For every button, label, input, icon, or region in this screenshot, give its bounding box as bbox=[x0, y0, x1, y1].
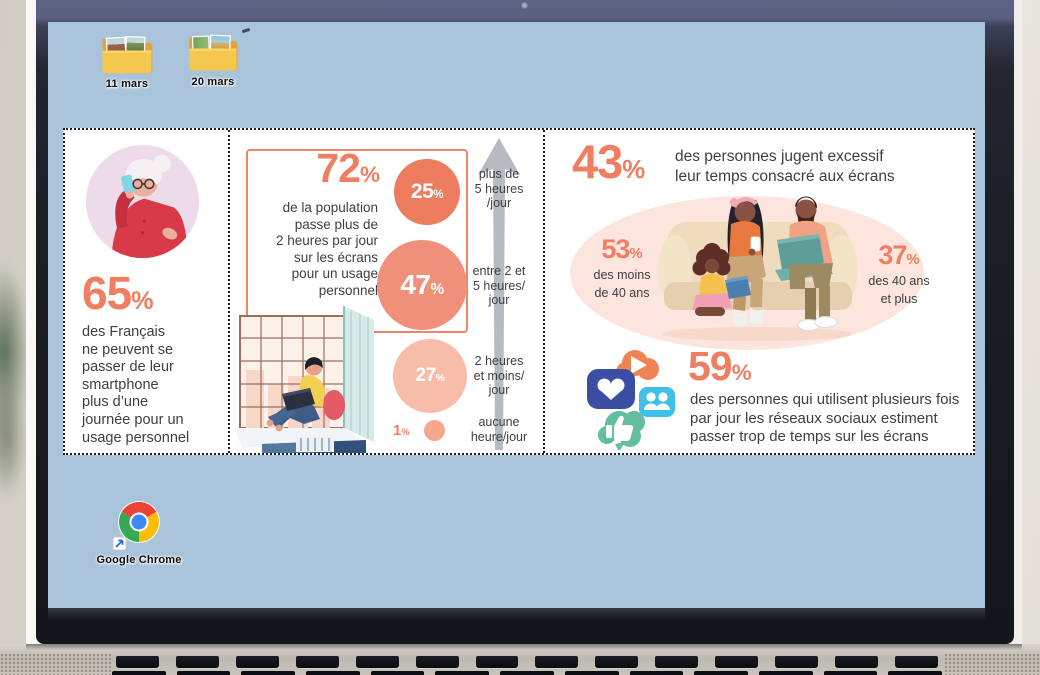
stat-65: 65% bbox=[82, 267, 154, 319]
desktop: 11 mars 20 mars bbox=[48, 22, 985, 608]
stat-72-caption: de la population passe plus de 2 heures … bbox=[275, 200, 378, 298]
daily-screen-time-panel: 72% de la population passe plus de 2 heu… bbox=[228, 130, 543, 453]
stat-43-caption: des personnes jugent excessif leur temps… bbox=[675, 148, 895, 185]
bubble-47: 47% bbox=[377, 240, 467, 330]
folder-icon bbox=[189, 34, 238, 71]
stat-37-block: 37% des 40 ans et plus bbox=[853, 242, 945, 308]
arrow-label-aucune: aucune heure/jour bbox=[470, 415, 528, 444]
elderly-woman-phone-illustration bbox=[85, 144, 200, 259]
chrome-label[interactable]: Google Chrome bbox=[96, 554, 182, 566]
stat-65-caption: des Français ne peuvent se passer de leu… bbox=[82, 324, 190, 446]
social-media-icons bbox=[587, 350, 675, 450]
screen-reflection bbox=[48, 608, 985, 620]
stat-1: 1% bbox=[393, 422, 410, 439]
users-group-icon bbox=[639, 387, 675, 417]
arrow-label-plus-5h: plus de 5 heures /jour bbox=[474, 167, 524, 210]
stat-43: 43% bbox=[572, 135, 646, 188]
smartphone-panel: 65% des Français ne peuvent se passer de… bbox=[65, 130, 228, 453]
speaker-grille-left bbox=[0, 653, 112, 675]
heart-like-icon bbox=[587, 369, 635, 409]
keyboard-function-row bbox=[116, 656, 938, 668]
keyboard-number-row bbox=[112, 671, 942, 675]
person-window-laptop-illustration bbox=[234, 306, 374, 453]
background-plant-blur bbox=[0, 380, 26, 500]
up-arrow-icon bbox=[478, 138, 520, 450]
stat-53: 53% bbox=[601, 234, 643, 264]
stat-72: 72% bbox=[316, 145, 380, 191]
stat-53-block: 53% des moins de 40 ans bbox=[581, 236, 663, 302]
stat-37-caption: des 40 ans et plus bbox=[868, 274, 930, 306]
desktop-folder-20-mars[interactable]: 20 mars bbox=[177, 28, 249, 88]
desktop-folder-11-mars[interactable]: 11 mars bbox=[91, 30, 163, 90]
stat-37: 37% bbox=[878, 240, 920, 270]
shortcut-arrow-badge bbox=[112, 536, 127, 551]
chrome-shortcut[interactable]: Google Chrome bbox=[91, 496, 187, 566]
speaker-grille-right bbox=[944, 653, 1040, 675]
excessive-time-panel: 43% des personnes jugent excessif leur t… bbox=[543, 130, 973, 453]
bubble-1-dot bbox=[424, 420, 445, 441]
family-screens-illustration bbox=[658, 196, 858, 341]
folder-label[interactable]: 20 mars bbox=[191, 76, 235, 88]
stat-59-caption: des personnes qui utilisent plusieurs fo… bbox=[690, 391, 960, 446]
folder-label[interactable]: 11 mars bbox=[105, 78, 149, 90]
arrow-label-2h-moins: 2 heures et moins/ jour bbox=[473, 354, 525, 397]
bubble-25: 25% bbox=[394, 159, 460, 225]
stat-53-caption: des moins de 40 ans bbox=[593, 268, 651, 300]
webcam bbox=[521, 2, 528, 9]
arrow-label-2-5h: entre 2 et 5 heures/ jour bbox=[472, 264, 526, 307]
screen-time-infographic: 65% des Français ne peuvent se passer de… bbox=[63, 128, 975, 455]
thumbs-up-icon bbox=[598, 411, 645, 450]
bubble-27: 27% bbox=[393, 339, 467, 413]
hinge-shadow bbox=[26, 644, 1022, 650]
stat-59: 59% bbox=[688, 343, 752, 389]
chrome-icon bbox=[112, 501, 160, 551]
folder-icon bbox=[102, 35, 153, 74]
